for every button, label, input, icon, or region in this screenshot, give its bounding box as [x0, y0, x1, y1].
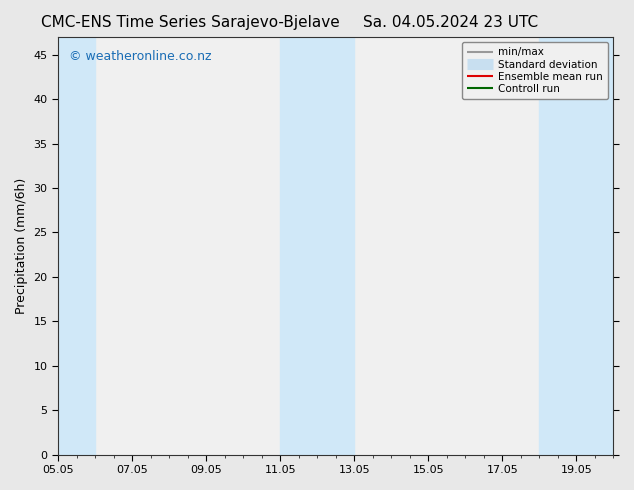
Bar: [540, 37, 614, 455]
Bar: [58, 37, 95, 455]
Legend: min/max, Standard deviation, Ensemble mean run, Controll run: min/max, Standard deviation, Ensemble me…: [462, 42, 608, 99]
Text: CMC-ENS Time Series Sarajevo-Bjelave: CMC-ENS Time Series Sarajevo-Bjelave: [41, 15, 340, 30]
Text: © weatheronline.co.nz: © weatheronline.co.nz: [69, 49, 212, 63]
Bar: [280, 37, 354, 455]
Y-axis label: Precipitation (mm/6h): Precipitation (mm/6h): [15, 178, 28, 314]
Text: Sa. 04.05.2024 23 UTC: Sa. 04.05.2024 23 UTC: [363, 15, 538, 30]
